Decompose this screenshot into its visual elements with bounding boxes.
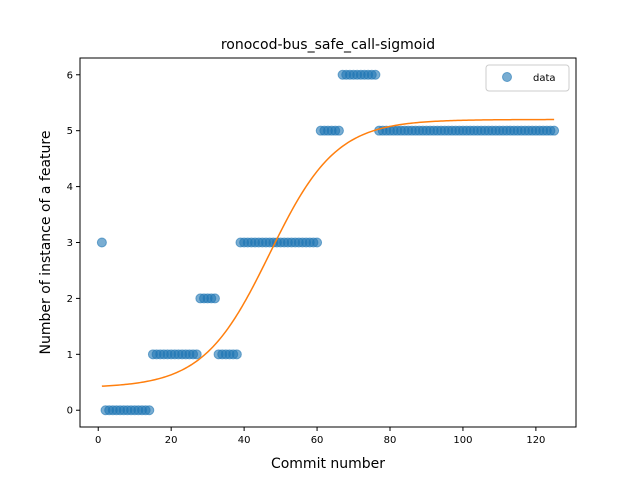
data-point bbox=[549, 125, 560, 136]
legend-box bbox=[485, 64, 570, 92]
x-tick-label: 100 bbox=[453, 435, 472, 446]
data-point bbox=[209, 293, 220, 304]
data-point bbox=[312, 237, 323, 248]
y-axis: 0 1 2 3 4 5 6 bbox=[67, 70, 80, 417]
y-tick-label: 4 bbox=[67, 182, 73, 193]
legend-marker bbox=[502, 72, 512, 82]
data-point bbox=[144, 405, 155, 416]
x-axis: 0 20 40 60 80 100 120 bbox=[95, 427, 545, 446]
x-tick-label: 60 bbox=[311, 435, 324, 446]
y-tick-label: 3 bbox=[67, 238, 73, 249]
x-tick-label: 20 bbox=[165, 435, 178, 446]
x-tick-label: 120 bbox=[526, 435, 545, 446]
data-point bbox=[370, 69, 381, 80]
x-tick-label: 80 bbox=[384, 435, 397, 446]
y-axis-title: Number of instance of a feature bbox=[38, 131, 54, 355]
y-tick-label: 5 bbox=[67, 126, 73, 137]
y-tick-label: 2 bbox=[67, 294, 73, 305]
plot-area bbox=[96, 69, 560, 416]
y-tick-label: 6 bbox=[67, 70, 73, 81]
chart-title: ronocod-bus_safe_call-sigmoid bbox=[221, 37, 435, 53]
data-point bbox=[96, 237, 107, 248]
x-axis-title: Commit number bbox=[271, 456, 385, 472]
y-tick-label: 0 bbox=[67, 406, 73, 417]
data-point bbox=[231, 349, 242, 360]
legend: data bbox=[485, 64, 570, 92]
legend-label: data bbox=[533, 73, 556, 84]
sigmoid-fit-line bbox=[101, 118, 555, 387]
y-tick-label: 1 bbox=[67, 350, 73, 361]
data-point bbox=[191, 349, 202, 360]
x-tick-label: 0 bbox=[95, 435, 101, 446]
x-tick-label: 40 bbox=[238, 435, 251, 446]
data-point bbox=[333, 125, 344, 136]
